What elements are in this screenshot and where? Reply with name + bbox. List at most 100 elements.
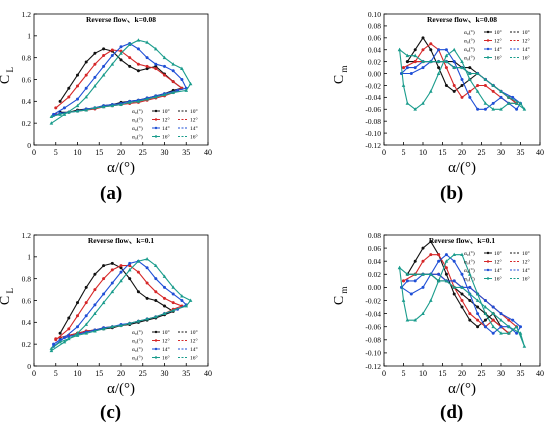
panel-0-legend-entry: α₀(°) xyxy=(132,125,143,132)
panel-3-series-3-point xyxy=(460,252,464,257)
panel-0-legend-entry: 12° xyxy=(162,117,170,124)
panel-1-legend-entry: α₀(°) xyxy=(464,29,475,36)
panel-3-series-3-point xyxy=(444,278,449,283)
panel-3-series-1-point xyxy=(507,318,511,322)
panel-0-series-2-point xyxy=(171,69,175,73)
panel-3-series-3-point xyxy=(483,305,488,309)
panel-0-y-tick-label: 1 xyxy=(27,32,31,41)
panel-3-y-axis-label-main: C xyxy=(332,296,347,305)
panel-0-series-3-point xyxy=(62,112,67,116)
panel-0-series-2-point xyxy=(180,78,184,81)
panel-0-legend-marker xyxy=(154,118,158,121)
panel-0-x-tick-label: 0 xyxy=(32,148,36,157)
panel-0-legend-entry: 10° xyxy=(190,108,198,115)
panel-0-series-2-point xyxy=(84,86,88,90)
panel-3-series-3-point xyxy=(514,324,519,329)
panel-2-series-0-point xyxy=(84,285,88,289)
panel-1-y-tick-label: 0.00 xyxy=(368,69,381,78)
panel-2-series-0-point xyxy=(119,266,123,270)
panel-0-series-3-point xyxy=(162,92,167,97)
panel-1-series-3-point xyxy=(518,101,523,105)
panel-1-series-0-point xyxy=(421,36,425,40)
panel-1-series-3-point xyxy=(421,59,425,64)
panel-0-series-2-point xyxy=(110,53,114,57)
panel-1-series-3-point xyxy=(507,101,511,105)
panel-0-series-1-point xyxy=(136,62,140,66)
panel-0-series-1-point xyxy=(110,48,114,52)
panel-3-series-2-point xyxy=(444,253,448,257)
panel-0-legend-entry: 14° xyxy=(190,125,198,132)
panel-2-legend-entry: 14° xyxy=(162,346,170,353)
panel-2-y-tick-label: 0.2 xyxy=(22,340,32,349)
panel-3-series-1-point xyxy=(437,253,441,257)
panel-2-series-3-point xyxy=(127,321,132,325)
panel-2-series-3-point xyxy=(184,303,189,308)
panel-3-series-3-point xyxy=(499,318,503,322)
panel-0-series-0-point xyxy=(128,64,132,68)
panel-2-series-3-point xyxy=(171,308,175,312)
panel-1-x-tick-label: 35 xyxy=(517,148,525,157)
panel-1-x-axis-label: α/(°) xyxy=(448,160,476,176)
panel-1-series-1-point xyxy=(429,42,433,46)
panel-2-series-2-point xyxy=(58,338,62,342)
panel-0-series-2-point xyxy=(102,64,106,68)
panel-3-legend-marker xyxy=(486,251,490,255)
panel-0-series-3-point xyxy=(171,90,175,94)
panel-1-legend-entry: α₀(°) xyxy=(464,46,475,53)
panel-3-series-0-point xyxy=(468,299,472,302)
panel-0-series-2-point xyxy=(119,45,123,49)
panel-2-series-2-point xyxy=(163,285,166,289)
panel-3-y-tick-label: 0.08 xyxy=(368,231,381,240)
panel-2-series-3-point xyxy=(62,339,67,344)
panel-1-series-3-point xyxy=(475,71,480,75)
panel-1-series-1-point xyxy=(491,89,495,93)
panel-0-series-3-point xyxy=(93,105,97,110)
panel-1-series-1-point xyxy=(452,83,456,87)
panel-3-legend: α₀(°) 10° 10° α₀(°) 12° 12° α₀(°) 14° 14° α₀(°) 16… xyxy=(464,250,530,283)
panel-0-x-tick-label: 5 xyxy=(54,148,58,157)
panel-1-series-3-point xyxy=(452,65,456,69)
panel-0-series-0-point xyxy=(102,47,106,51)
panel-0-series-1-point xyxy=(102,53,106,57)
panel-3-y-tick-label: 0.00 xyxy=(368,283,381,292)
panel-1-series-2-point xyxy=(511,95,515,99)
panel-0-series-3-point xyxy=(93,84,97,88)
panel-3-y-tick-label: -0.04 xyxy=(365,309,381,318)
panel-2-chart: 0 5 10 15 20 25 30 35 40 0 0.2 0.4 0.6 0.8 1 1.2 α/(°) CL… xyxy=(0,231,212,397)
panel-3-series-0-point xyxy=(444,272,448,276)
panel-1-legend-entry: 12° xyxy=(522,38,530,45)
panel-0-series-0-point xyxy=(67,86,71,90)
panel-3-series-3-point xyxy=(491,311,495,315)
panel-1-legend-entry: 14° xyxy=(522,46,530,53)
panel-1-series-3-point xyxy=(468,71,472,75)
panel-1-legend: α₀(°) 10° 10° α₀(°) 12° 12° α₀(°) 14° 14° α₀(°) 16… xyxy=(464,29,530,62)
panel-2-series-3-point xyxy=(162,274,167,278)
panel-3-series-1-point xyxy=(468,312,472,316)
panel-0-series-3-point xyxy=(145,97,149,101)
panel-2-x-axis-label: α/(°) xyxy=(107,381,135,397)
panel-2-legend-entry: 12° xyxy=(190,338,198,345)
panel-3-x-tick-label: 10 xyxy=(419,369,427,378)
panel-3-series-3-line xyxy=(399,254,525,347)
panel-0-series-1-point xyxy=(54,106,58,110)
panel-1-series-3-point xyxy=(499,107,503,111)
panel-0-y-tick-label: 0.2 xyxy=(22,119,32,128)
panel-2-legend-marker xyxy=(154,339,158,342)
panel-3-y-tick-label: 0.06 xyxy=(368,244,381,253)
panel-0-chart-title: Reverse flow、k=0.08 xyxy=(86,15,156,24)
panel-2-y-tick-label: 0 xyxy=(27,362,31,371)
panel-0-series-2-point xyxy=(145,56,149,60)
panel-2-series-3-point xyxy=(180,294,184,298)
panel-1-series-3-point xyxy=(444,59,449,64)
panel-3-y-tick-label: -0.10 xyxy=(365,349,381,358)
panel-2-series-3-point xyxy=(110,324,115,329)
panel-2-series-3-point xyxy=(101,300,106,305)
panel-1-series-3-point xyxy=(429,89,433,93)
panel-1-chart: 0 5 10 15 20 25 30 35 40 -0.12 -0.10 -0.08 -0.06 -0.0… xyxy=(332,10,544,176)
panel-2-series-3-point xyxy=(58,339,62,344)
panel-3-series-3-point xyxy=(436,278,441,283)
panel-3-series-0-point xyxy=(460,305,464,309)
panel-0-series-1-point xyxy=(145,64,149,68)
panel-3-series-3-point xyxy=(507,324,511,329)
panel-1-y-tick-label: 0.10 xyxy=(368,10,381,19)
